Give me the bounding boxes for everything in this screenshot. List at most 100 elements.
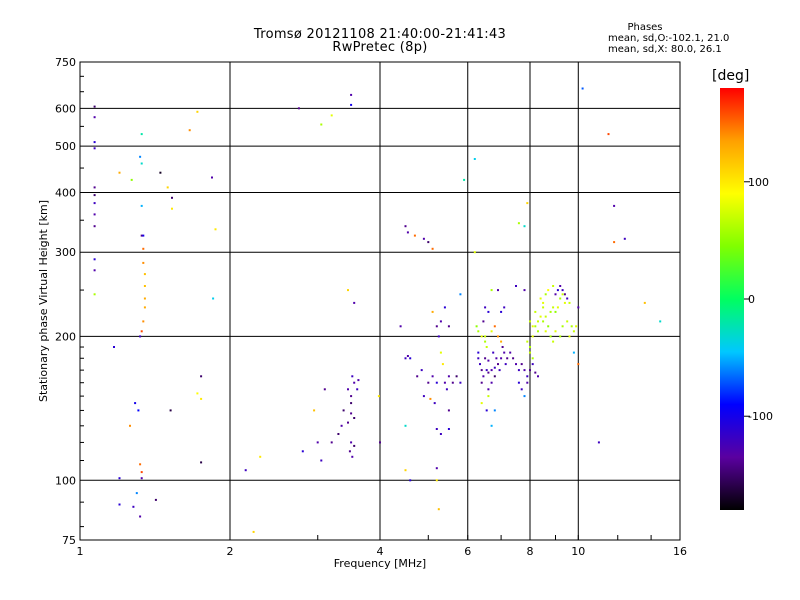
- data-point: [320, 459, 323, 462]
- data-point: [196, 392, 199, 395]
- data-point: [427, 381, 430, 384]
- data-point: [643, 301, 646, 304]
- data-point: [482, 320, 485, 323]
- data-point: [523, 369, 526, 372]
- data-point: [544, 315, 547, 318]
- data-point: [93, 186, 96, 189]
- data-point: [320, 123, 323, 126]
- y-tick-label: 600: [55, 102, 76, 115]
- data-point: [577, 306, 580, 309]
- data-point: [490, 424, 493, 427]
- data-point: [526, 381, 529, 384]
- data-point: [531, 335, 534, 338]
- data-point: [581, 87, 584, 90]
- data-point: [447, 375, 450, 378]
- data-point: [297, 107, 300, 110]
- data-point: [212, 297, 215, 300]
- data-point: [435, 381, 438, 384]
- data-point: [159, 171, 162, 174]
- data-point: [134, 402, 137, 405]
- data-point: [542, 306, 545, 309]
- data-point: [113, 346, 115, 348]
- data-point: [477, 357, 480, 360]
- data-point: [399, 325, 402, 328]
- data-point: [534, 371, 537, 374]
- data-point: [490, 381, 493, 384]
- data-point: [487, 388, 490, 391]
- data-point: [429, 397, 432, 400]
- data-point: [480, 369, 483, 372]
- data-point: [143, 285, 146, 287]
- data-point: [404, 424, 407, 427]
- colorbar-ticks: 100 0 -100: [744, 176, 773, 423]
- data-point: [506, 357, 509, 360]
- data-point: [517, 381, 520, 384]
- data-point: [531, 357, 534, 360]
- data-point: [487, 359, 490, 362]
- data-point: [490, 330, 493, 333]
- data-point: [377, 395, 380, 398]
- x-tick-label: 10: [571, 545, 585, 558]
- data-point: [406, 231, 409, 234]
- x-axis-label: Frequency [MHz]: [334, 557, 426, 570]
- data-point: [93, 141, 96, 144]
- data-point: [485, 409, 488, 412]
- data-point: [485, 346, 488, 348]
- data-point: [515, 363, 517, 366]
- data-point: [492, 351, 495, 354]
- data-point: [93, 269, 96, 272]
- data-point: [422, 237, 425, 240]
- data-point: [143, 297, 146, 300]
- x-axis-ticks: 1 2 4 6 8 10 16: [77, 535, 687, 558]
- data-point: [523, 225, 526, 228]
- data-point: [350, 402, 353, 405]
- data-point: [214, 228, 217, 231]
- y-tick-label: 100: [55, 474, 76, 487]
- y-axis-ticks: 75 100 200 300 400 500 600 750: [55, 56, 84, 547]
- data-point: [439, 433, 442, 435]
- data-point: [531, 363, 534, 366]
- data-point: [498, 369, 501, 372]
- data-point: [463, 178, 466, 181]
- data-point: [493, 325, 496, 328]
- data-point: [330, 441, 333, 444]
- data-point: [487, 395, 490, 398]
- data-point: [350, 395, 353, 398]
- data-point: [139, 335, 142, 338]
- data-point: [348, 450, 351, 453]
- data-point: [572, 351, 575, 354]
- data-point: [561, 325, 564, 328]
- x-tick-label: 4: [377, 545, 384, 558]
- x-tick-label: 6: [464, 545, 471, 558]
- data-point: [356, 388, 359, 391]
- data-point: [537, 375, 539, 378]
- data-point: [130, 178, 133, 181]
- data-point: [337, 433, 340, 435]
- data-point: [542, 320, 545, 323]
- x-tick-label: 16: [673, 545, 687, 558]
- data-point: [93, 147, 96, 150]
- data-point: [409, 357, 412, 360]
- data-point: [517, 222, 520, 225]
- data-point: [500, 357, 503, 360]
- data-point: [554, 310, 557, 313]
- data-point: [561, 289, 564, 292]
- data-point: [93, 293, 96, 296]
- data-point: [526, 375, 529, 378]
- data-point: [552, 285, 555, 287]
- data-point: [566, 297, 569, 300]
- data-point: [493, 366, 496, 369]
- data-point: [575, 325, 578, 328]
- data-point: [118, 503, 121, 506]
- chart-subtitle: RwPretec (8p): [332, 40, 428, 55]
- data-point: [529, 320, 531, 323]
- y-tick-label: 300: [55, 246, 76, 259]
- data-point: [512, 357, 515, 360]
- data-point: [437, 508, 440, 511]
- data-point: [547, 289, 550, 292]
- data-point: [435, 467, 438, 470]
- data-point: [379, 441, 381, 444]
- data-point: [554, 293, 557, 296]
- y-tick-label: 75: [62, 534, 76, 547]
